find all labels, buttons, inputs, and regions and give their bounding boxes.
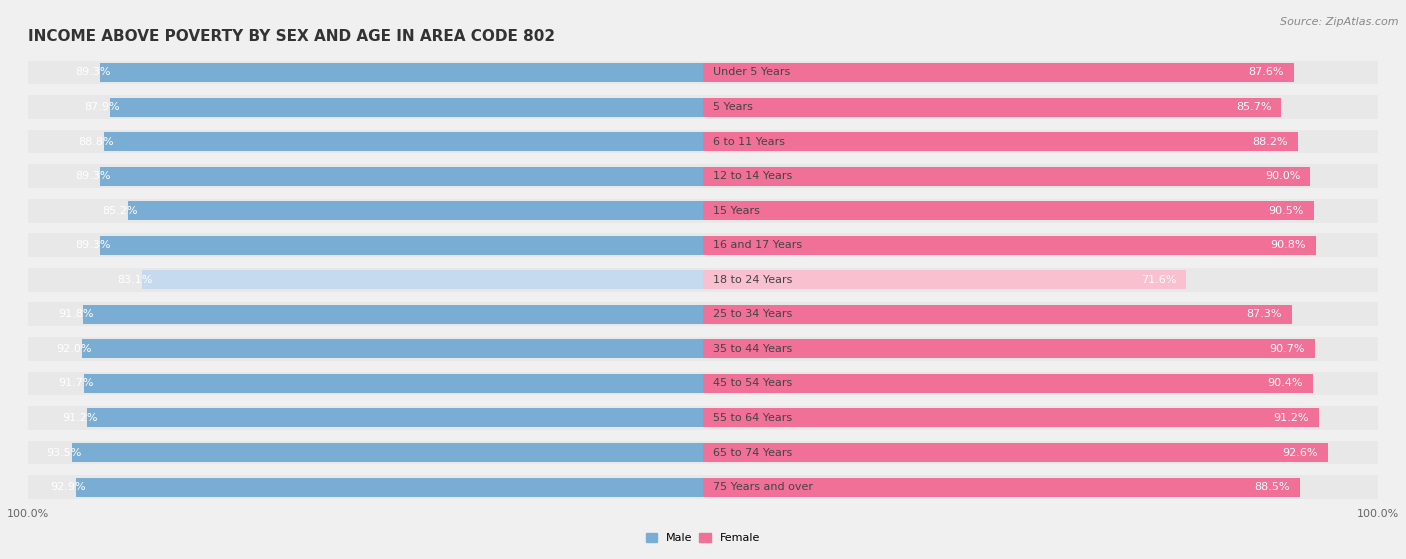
Bar [703,305,1292,324]
Bar [703,236,1316,255]
Bar [28,130,703,154]
Bar [703,132,1298,151]
Bar [703,199,1378,222]
Text: 35 to 44 Years: 35 to 44 Years [713,344,793,354]
Bar [703,270,1187,289]
Text: 16 and 17 Years: 16 and 17 Years [713,240,803,250]
Bar [76,477,703,496]
Text: 89.3%: 89.3% [75,68,111,78]
Bar [100,167,703,186]
Text: 87.9%: 87.9% [84,102,120,112]
Bar [82,339,703,358]
Text: 88.5%: 88.5% [1254,482,1291,492]
Text: 89.3%: 89.3% [75,171,111,181]
Bar [28,233,703,257]
Bar [28,406,703,430]
Bar [83,305,703,324]
Bar [703,233,1378,257]
Text: 45 to 54 Years: 45 to 54 Years [713,378,793,389]
Bar [703,475,1378,499]
Text: 75 Years and over: 75 Years and over [713,482,813,492]
Text: 87.6%: 87.6% [1249,68,1284,78]
Bar [28,268,703,292]
Text: 25 to 34 Years: 25 to 34 Years [713,309,793,319]
Text: 85.2%: 85.2% [103,206,138,216]
Text: 90.7%: 90.7% [1270,344,1305,354]
Bar [72,443,703,462]
Bar [28,475,703,499]
Text: 91.2%: 91.2% [62,413,97,423]
Text: 5 Years: 5 Years [713,102,754,112]
Bar [28,95,703,119]
Bar [28,199,703,222]
Bar [110,97,703,116]
Bar [28,302,703,326]
Bar [703,477,1301,496]
Bar [100,236,703,255]
Text: 83.1%: 83.1% [117,275,152,285]
Bar [703,302,1378,326]
Text: 90.0%: 90.0% [1265,171,1301,181]
Bar [128,201,703,220]
Text: 55 to 64 Years: 55 to 64 Years [713,413,792,423]
Bar [703,97,1281,116]
Text: 90.4%: 90.4% [1268,378,1303,389]
Bar [28,372,703,395]
Text: Under 5 Years: Under 5 Years [713,68,790,78]
Text: 85.7%: 85.7% [1236,102,1271,112]
Bar [703,337,1378,361]
Text: 71.6%: 71.6% [1140,275,1177,285]
Bar [28,337,703,361]
Text: 92.0%: 92.0% [56,344,93,354]
Bar [703,443,1329,462]
Text: 92.6%: 92.6% [1282,448,1317,457]
Bar [84,374,703,393]
Text: 88.8%: 88.8% [79,136,114,146]
Text: 93.5%: 93.5% [46,448,82,457]
Bar [703,440,1378,465]
Bar [703,130,1378,154]
Text: 91.7%: 91.7% [59,378,94,389]
Bar [703,409,1319,428]
Bar [28,164,703,188]
Bar [142,270,703,289]
Bar [703,164,1378,188]
Text: 92.9%: 92.9% [51,482,86,492]
Bar [100,63,703,82]
Bar [28,440,703,465]
Bar [703,268,1378,292]
Text: 6 to 11 Years: 6 to 11 Years [713,136,785,146]
Bar [28,60,703,84]
Bar [703,374,1313,393]
Text: 91.2%: 91.2% [1272,413,1309,423]
Text: 91.8%: 91.8% [58,309,94,319]
Bar [703,167,1310,186]
Text: 15 Years: 15 Years [713,206,761,216]
Bar [104,132,703,151]
Bar [87,409,703,428]
Text: 12 to 14 Years: 12 to 14 Years [713,171,793,181]
Text: 88.2%: 88.2% [1253,136,1288,146]
Legend: Male, Female: Male, Female [641,528,765,548]
Text: 89.3%: 89.3% [75,240,111,250]
Text: 90.8%: 90.8% [1270,240,1306,250]
Text: 90.5%: 90.5% [1268,206,1303,216]
Text: 18 to 24 Years: 18 to 24 Years [713,275,793,285]
Bar [703,60,1378,84]
Bar [703,63,1295,82]
Bar [703,95,1378,119]
Text: 87.3%: 87.3% [1247,309,1282,319]
Text: INCOME ABOVE POVERTY BY SEX AND AGE IN AREA CODE 802: INCOME ABOVE POVERTY BY SEX AND AGE IN A… [28,29,555,44]
Text: Source: ZipAtlas.com: Source: ZipAtlas.com [1281,17,1399,27]
Bar [703,339,1315,358]
Bar [703,201,1313,220]
Text: 65 to 74 Years: 65 to 74 Years [713,448,793,457]
Bar [703,406,1378,430]
Bar [703,372,1378,395]
